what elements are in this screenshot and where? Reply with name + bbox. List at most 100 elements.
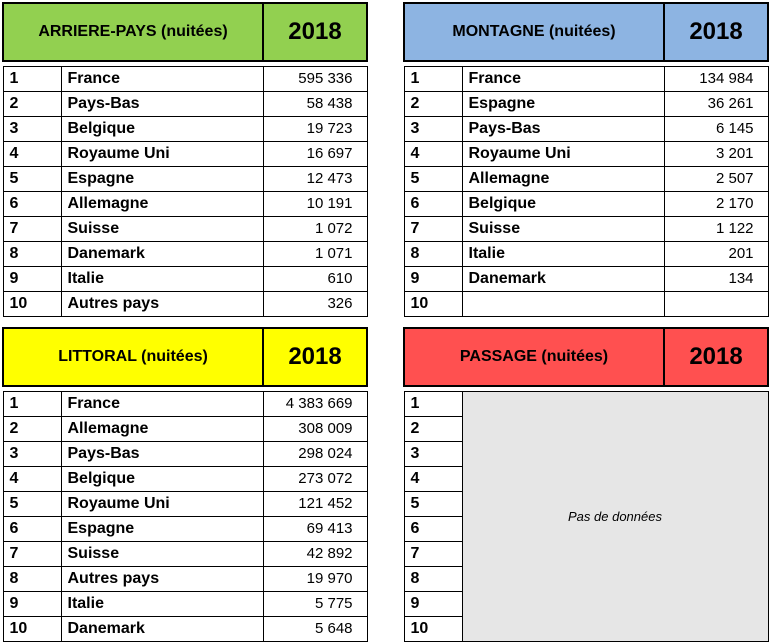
value-cell: 69 413 xyxy=(262,516,368,542)
rank-cell: 4 xyxy=(2,141,62,167)
table-row: 9 Italie 5 775 xyxy=(2,591,368,617)
rank-cell: 7 xyxy=(2,216,62,242)
value-cell: 1 122 xyxy=(663,216,769,242)
rank-cell: 6 xyxy=(403,191,463,217)
table-row: 7 Suisse 1 122 xyxy=(403,216,769,242)
value-cell: 5 775 xyxy=(262,591,368,617)
country-cell: Royaume Uni xyxy=(461,141,665,167)
country-cell: Espagne xyxy=(60,516,264,542)
rank-cell: 7 xyxy=(403,541,463,567)
rank-cell: 1 xyxy=(2,66,62,92)
table-row: 2 xyxy=(403,416,768,442)
rank-cell: 5 xyxy=(403,166,463,192)
table-row: 10 xyxy=(403,291,769,317)
rank-cell: 4 xyxy=(403,466,463,492)
value-cell: 3 201 xyxy=(663,141,769,167)
rank-cell: 1 xyxy=(403,391,463,417)
table-row: 2 Espagne 36 261 xyxy=(403,91,769,117)
table-header: PASSAGE (nuitées) 2018 xyxy=(402,327,770,387)
table-header: ARRIERE-PAYS (nuitées) 2018 xyxy=(2,2,368,62)
table-row: 5 Espagne 12 473 xyxy=(2,166,368,192)
rank-cell: 5 xyxy=(2,166,62,192)
country-cell: France xyxy=(60,66,264,92)
country-cell: Belgique xyxy=(461,191,665,217)
table-row: 1 France 4 383 669 xyxy=(2,391,368,417)
table-row: 4 Belgique 273 072 xyxy=(2,466,368,492)
rank-cell: 2 xyxy=(403,91,463,117)
country-cell: Danemark xyxy=(461,266,665,292)
rank-cell: 3 xyxy=(2,116,62,142)
table-littoral: LITTORAL (nuitées) 2018 1 France 4 383 669… xyxy=(1,327,369,642)
value-cell: 134 xyxy=(663,266,769,292)
country-cell: Royaume Uni xyxy=(60,491,264,517)
country-cell: Royaume Uni xyxy=(60,141,264,167)
rank-cell: 8 xyxy=(403,241,463,267)
table-row: 1 France 134 984 xyxy=(403,66,769,92)
country-cell: Italie xyxy=(461,241,665,267)
table-row: 8 Italie 201 xyxy=(403,241,769,267)
value-cell: 610 xyxy=(262,266,368,292)
rank-cell: 6 xyxy=(2,516,62,542)
table-montagne: MONTAGNE (nuitées) 2018 1 France 134 984 2… xyxy=(402,2,770,317)
table-row: 6 Espagne 69 413 xyxy=(2,516,368,542)
rank-cell: 8 xyxy=(2,241,62,267)
country-cell: Belgique xyxy=(60,466,264,492)
country-cell: Espagne xyxy=(60,166,264,192)
table-row: 4 xyxy=(403,466,768,492)
rank-cell: 9 xyxy=(2,591,62,617)
table-row: 6 Belgique 2 170 xyxy=(403,191,769,217)
table-row: 8 Danemark 1 071 xyxy=(2,241,368,267)
rank-cell: 9 xyxy=(2,266,62,292)
value-cell: 16 697 xyxy=(262,141,368,167)
value-cell: 1 071 xyxy=(262,241,368,267)
table-row: 8 xyxy=(403,566,768,592)
table-row: 2 Allemagne 308 009 xyxy=(2,416,368,442)
table-header: LITTORAL (nuitées) 2018 xyxy=(1,327,369,387)
table-row: 4 Royaume Uni 3 201 xyxy=(403,141,769,167)
country-cell: Allemagne xyxy=(60,191,264,217)
table-row: 7 xyxy=(403,541,768,567)
rank-cell: 5 xyxy=(2,491,62,517)
table-title: ARRIERE-PAYS (nuitées) xyxy=(2,2,264,62)
table-row: 6 xyxy=(403,516,768,542)
value-cell: 134 984 xyxy=(663,66,769,92)
country-cell: Pays-Bas xyxy=(60,91,264,117)
value-cell: 308 009 xyxy=(262,416,368,442)
rank-cell: 10 xyxy=(2,616,62,642)
value-cell: 2 507 xyxy=(663,166,769,192)
rank-cell: 9 xyxy=(403,591,463,617)
rank-cell: 9 xyxy=(403,266,463,292)
table-year: 2018 xyxy=(262,327,369,387)
value-cell: 12 473 xyxy=(262,166,368,192)
rank-cell: 1 xyxy=(403,66,463,92)
table-year: 2018 xyxy=(663,327,770,387)
table-row: 1 Pas de données xyxy=(403,391,769,642)
rank-cell: 7 xyxy=(2,541,62,567)
value-cell: 298 024 xyxy=(262,441,368,467)
value-cell: 4 383 669 xyxy=(262,391,368,417)
rank-cell: 4 xyxy=(2,466,62,492)
country-cell: Autres pays xyxy=(60,291,264,317)
table-year: 2018 xyxy=(663,2,770,62)
rank-cell: 6 xyxy=(403,516,463,542)
value-cell: 121 452 xyxy=(262,491,368,517)
table-row: 3 Belgique 19 723 xyxy=(2,116,368,142)
country-cell: Italie xyxy=(60,591,264,617)
country-cell xyxy=(461,291,665,317)
table-row: 3 xyxy=(403,441,768,467)
table-row: 10 Autres pays 326 xyxy=(2,291,368,317)
table-row: 5 Royaume Uni 121 452 xyxy=(2,491,368,517)
table-year: 2018 xyxy=(262,2,368,62)
value-cell: 595 336 xyxy=(262,66,368,92)
table-title: PASSAGE (nuitées) xyxy=(402,327,666,387)
table-row: 3 Pays-Bas 6 145 xyxy=(403,116,769,142)
country-cell: Suisse xyxy=(60,216,264,242)
country-cell: Autres pays xyxy=(60,566,264,592)
table-row: 7 Suisse 42 892 xyxy=(2,541,368,567)
country-cell: France xyxy=(461,66,665,92)
rank-cell: 7 xyxy=(403,216,463,242)
table-title: MONTAGNE (nuitées) xyxy=(402,2,666,62)
table-row: 6 Allemagne 10 191 xyxy=(2,191,368,217)
country-cell: Pays-Bas xyxy=(461,116,665,142)
table-row: 9 xyxy=(403,591,768,617)
